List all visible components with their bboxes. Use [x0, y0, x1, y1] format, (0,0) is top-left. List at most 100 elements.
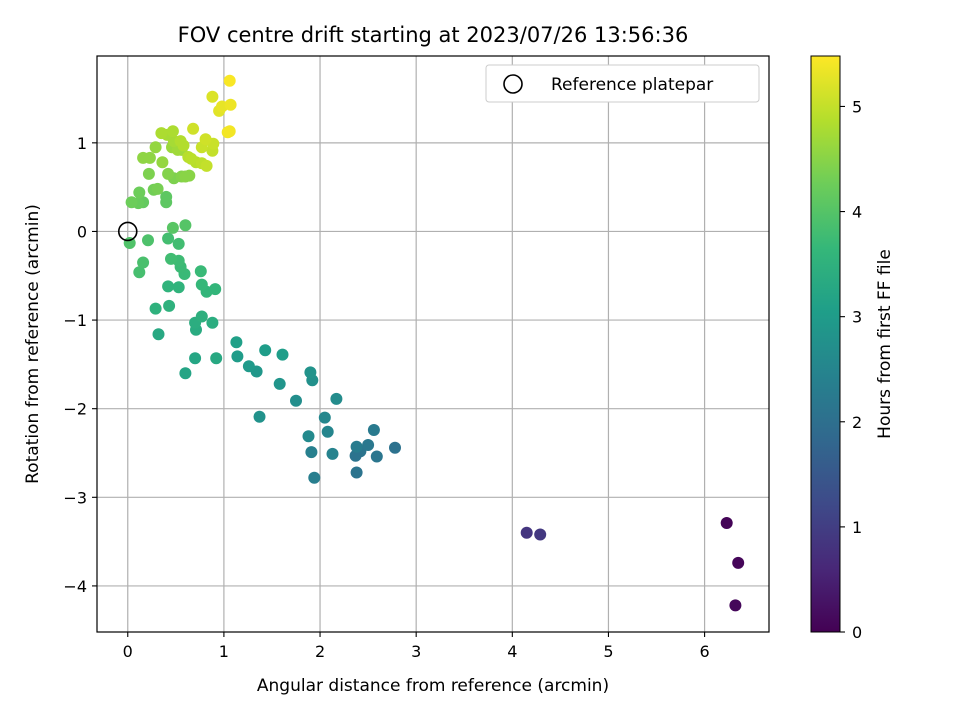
scatter-point — [152, 328, 165, 341]
scatter-point — [305, 446, 318, 459]
scatter-point — [185, 152, 198, 165]
scatter-point — [142, 234, 154, 247]
chart-title: FOV centre drift starting at 2023/07/26 … — [178, 23, 689, 47]
scatter-point — [330, 392, 343, 405]
scatter-point — [290, 394, 302, 407]
scatter-point — [194, 265, 207, 278]
legend-entry: Reference platepar — [551, 75, 713, 95]
scatter-point — [230, 336, 243, 349]
scatter-point — [149, 141, 162, 154]
scatter-point — [172, 237, 185, 250]
x-axis-ticks: 0 1 2 3 4 5 6 — [123, 632, 710, 661]
legend: Reference platepar — [485, 64, 760, 103]
x-tick-label: 0 — [123, 642, 133, 661]
x-tick-label: 2 — [315, 642, 325, 661]
scatter-point — [179, 170, 192, 183]
scatter-point — [133, 186, 146, 199]
y-tick-label: −2 — [63, 400, 87, 419]
scatter-point — [177, 139, 190, 152]
colorbar — [810, 55, 841, 633]
legend-marker-icon — [503, 74, 523, 94]
x-tick-label: 5 — [603, 642, 613, 661]
scatter-point — [349, 449, 362, 462]
scatter-point — [242, 360, 255, 373]
scatter-point — [195, 310, 208, 323]
colorbar-ticks: 0 1 2 3 4 5 — [840, 97, 862, 642]
scatter-point — [162, 232, 175, 245]
x-tick-label: 4 — [507, 642, 517, 661]
data-points — [123, 74, 745, 612]
grid — [97, 56, 769, 632]
colorbar-tick-label: 3 — [852, 308, 862, 327]
scatter-point — [160, 190, 173, 203]
scatter-point — [166, 221, 179, 234]
colorbar-label: Hours from first FF file — [875, 249, 895, 439]
scatter-point — [350, 466, 363, 479]
colorbar-tick-label: 4 — [852, 203, 862, 222]
y-tick-label: −1 — [63, 311, 87, 330]
scatter-point — [142, 167, 155, 180]
x-axis-label: Angular distance from reference (arcmin) — [257, 676, 609, 696]
scatter-point — [273, 377, 286, 390]
colorbar-tick-label: 2 — [852, 413, 862, 432]
scatter-point — [223, 74, 236, 87]
scatter-point — [187, 122, 200, 135]
scatter-point — [308, 471, 321, 484]
colorbar-tick-label: 0 — [852, 623, 862, 642]
scatter-point — [370, 450, 383, 463]
x-tick-label: 6 — [699, 642, 709, 661]
scatter-point — [189, 352, 202, 365]
scatter-point — [165, 252, 177, 265]
scatter-point — [206, 316, 219, 329]
y-tick-label: −3 — [63, 488, 87, 507]
scatter-point — [729, 599, 742, 612]
scatter-point — [389, 441, 401, 454]
scatter-point — [133, 266, 146, 279]
scatter-point — [155, 127, 168, 140]
scatter-point — [253, 410, 266, 423]
scatter-point — [720, 517, 733, 529]
legend-box — [485, 64, 760, 103]
scatter-point — [276, 348, 289, 361]
scatter-point — [172, 281, 185, 294]
scatter-point — [321, 425, 334, 438]
scatter-point — [209, 283, 222, 296]
scatter-point — [166, 125, 179, 138]
scatter-point — [200, 159, 213, 172]
scatter-point — [520, 526, 533, 539]
scatter-point — [732, 556, 745, 569]
scatter-point — [318, 411, 331, 424]
scatter-point — [162, 280, 175, 293]
scatter-point — [206, 90, 219, 103]
y-tick-label: 0 — [77, 222, 87, 241]
scatter-point — [231, 350, 244, 363]
y-tick-label: 1 — [77, 134, 87, 153]
x-tick-label: 3 — [411, 642, 421, 661]
plot-frame — [96, 55, 770, 633]
scatter-point — [367, 424, 380, 436]
scatter-point — [156, 156, 169, 169]
scatter-point — [350, 440, 363, 453]
scatter-point — [125, 196, 138, 209]
scatter-point — [199, 133, 212, 146]
scatter-point — [163, 299, 176, 312]
scatter-point — [143, 151, 156, 164]
scatter-point — [137, 256, 150, 269]
scatter-point — [149, 302, 162, 315]
scatter-point — [304, 366, 317, 379]
scatter-point — [151, 182, 164, 195]
scatter-point — [534, 528, 547, 541]
y-tick-label: −4 — [63, 577, 87, 596]
scatter-point — [179, 219, 192, 232]
scatter-point — [326, 447, 339, 460]
scatter-point — [362, 439, 375, 451]
scatter-point — [259, 344, 272, 357]
scatter-point — [302, 430, 315, 443]
scatter-point — [224, 98, 237, 111]
scatter-point — [195, 278, 208, 291]
reference-platepar-marker — [117, 221, 138, 242]
scatter-point — [179, 367, 192, 380]
x-tick-label: 1 — [219, 642, 229, 661]
